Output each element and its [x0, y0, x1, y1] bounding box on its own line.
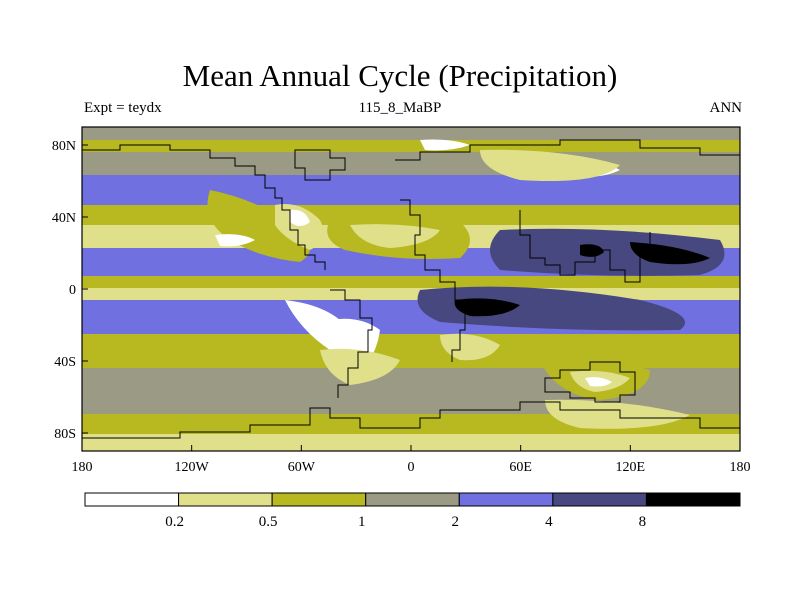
colorbar-box — [178, 492, 273, 507]
coast-europe-africa — [400, 199, 466, 362]
patch-na-white — [290, 209, 310, 226]
patch-asia-black-1 — [580, 244, 604, 257]
colorbar-label: 0.5 — [259, 514, 278, 530]
patch-asia-monsoon — [490, 228, 725, 276]
chart-title: Mean Annual Cycle (Precipitation) — [182, 58, 618, 93]
lon-tick-label: 180 — [730, 460, 751, 475]
band-equator-olive — [82, 276, 740, 290]
patch-sahara-dry — [350, 224, 440, 248]
latitude-axis: 80N 40N 0 40S 80S — [52, 139, 88, 442]
patch-north-yellow — [480, 149, 620, 181]
band-antarctic — [82, 434, 740, 451]
patch-sa-yellow — [320, 348, 400, 385]
coast-asia-south — [519, 210, 651, 283]
patch-indian-ocean — [417, 286, 685, 331]
colorbar-label: 1 — [358, 514, 366, 530]
experiment-label: Expt = teydx — [84, 100, 162, 116]
colorbar-box — [552, 492, 647, 507]
patch-aus-white — [585, 377, 612, 387]
band-south-sub-olive — [82, 334, 740, 368]
patch-na-dry — [275, 204, 324, 250]
colorbar-label: 4 — [545, 514, 553, 530]
coast-eurasia — [395, 139, 740, 161]
lon-tick-label: 120W — [175, 460, 210, 475]
lat-tick-label: 40S — [54, 355, 76, 370]
colorbar-boxes — [84, 492, 741, 507]
patch-atlantic-olive — [207, 190, 310, 262]
precipitation-field — [82, 127, 740, 451]
coast-antarctica — [82, 401, 740, 439]
lon-tick-label: 180 — [72, 460, 93, 475]
patch-pacific-white — [215, 234, 255, 247]
lon-tick-label: 0 — [408, 460, 415, 475]
coast-south-america — [330, 289, 373, 398]
patch-indian-black — [454, 298, 520, 317]
season-label: ANN — [709, 100, 743, 116]
band-north-storm — [82, 175, 740, 205]
colorbar-box — [365, 492, 460, 507]
period-label: 115_8_MaBP — [358, 100, 442, 116]
colorbar-labels: 0.2 0.5 1 2 4 8 — [165, 514, 646, 530]
colorbar-box — [271, 492, 367, 507]
lat-tick-label: 80N — [52, 139, 76, 154]
lat-tick-label: 40N — [52, 211, 76, 226]
coastlines — [82, 139, 740, 439]
coast-australia — [544, 361, 636, 403]
lon-tick-label: 60W — [288, 460, 316, 475]
patch-north-white-2 — [420, 139, 470, 151]
lat-tick-label: 0 — [69, 283, 76, 298]
band-north-high — [82, 140, 740, 152]
lon-tick-label: 120E — [616, 460, 646, 475]
coast-north-america — [82, 144, 326, 270]
patch-africa-south-dry — [440, 333, 500, 361]
patch-far-south-yellow — [545, 399, 690, 429]
lon-tick-label: 60E — [509, 460, 532, 475]
colorbar-box — [84, 492, 180, 507]
colorbar-label: 2 — [452, 514, 460, 530]
colorbar-box — [645, 492, 741, 507]
colorbar-label: 8 — [639, 514, 647, 530]
colorbar-label: 0.2 — [165, 514, 184, 530]
longitude-axis: 180 120W 60W 0 60E 120E 180 — [72, 445, 751, 475]
lat-tick-label: 80S — [54, 427, 76, 442]
coast-greenland — [294, 149, 346, 181]
colorbar-box — [458, 492, 554, 507]
